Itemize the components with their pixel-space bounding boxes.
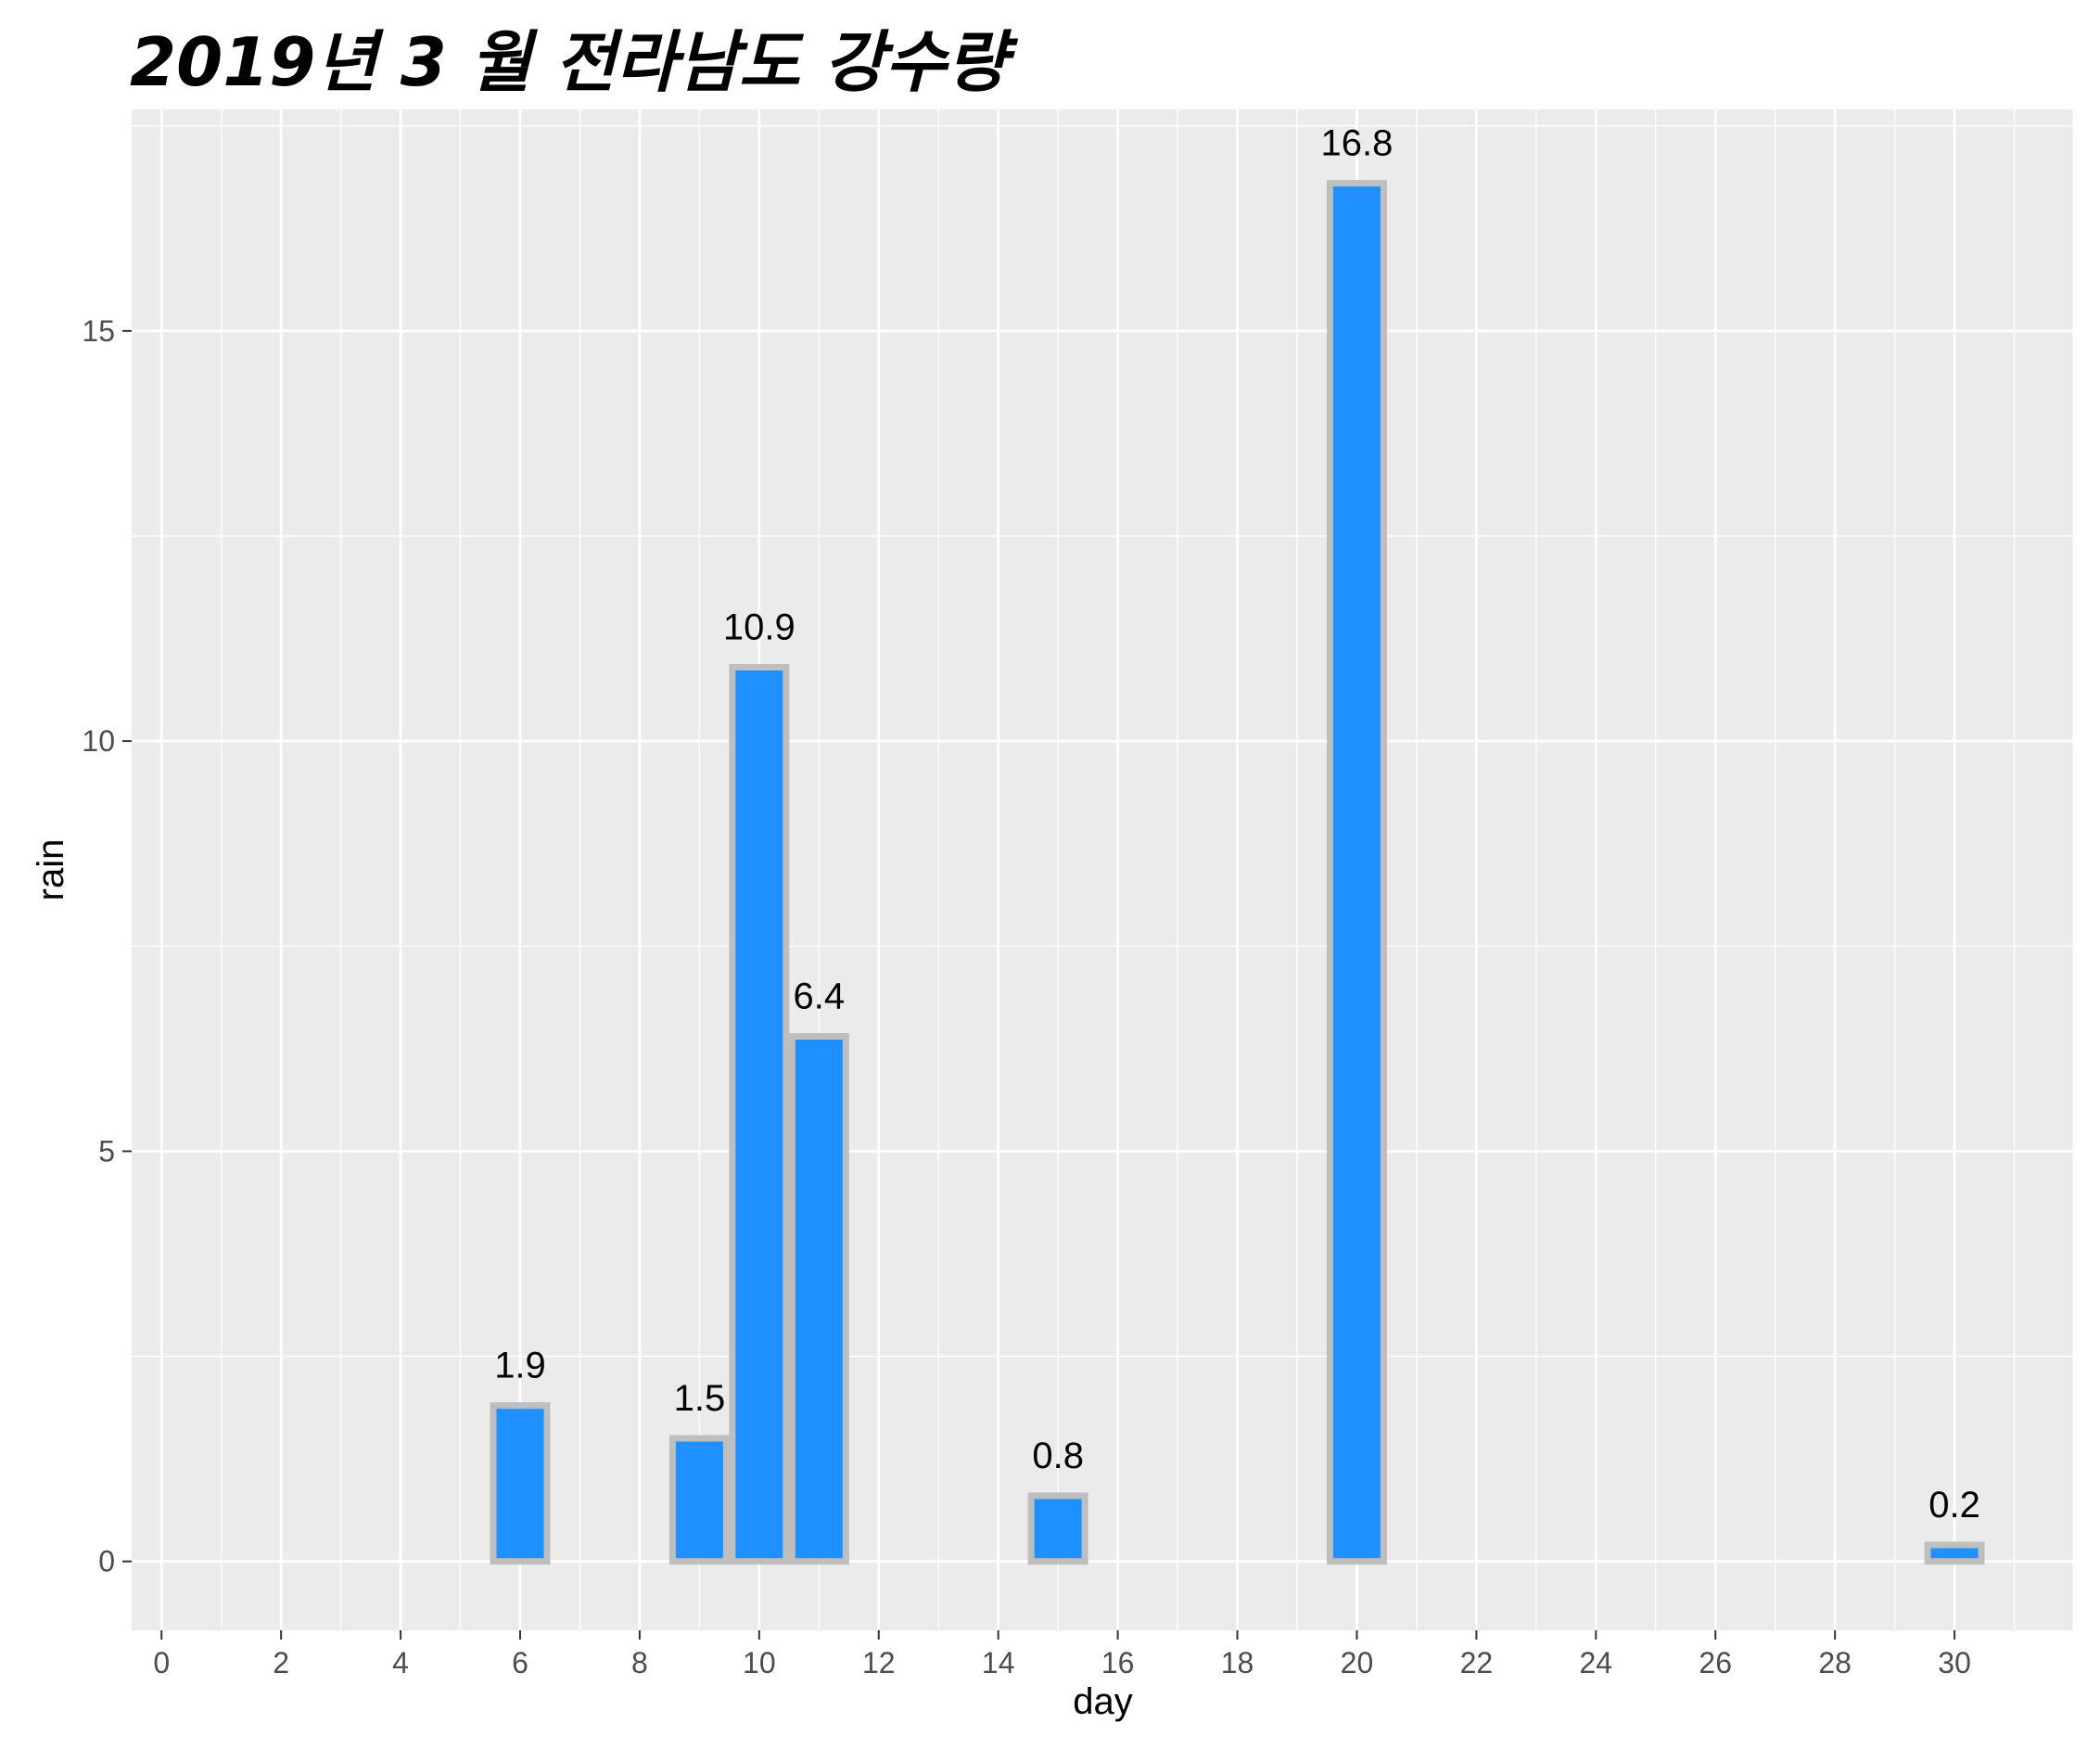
grid-layer xyxy=(132,109,2076,1630)
x-tick-label: 10 xyxy=(743,1646,776,1679)
bar-value-label: 0.2 xyxy=(1928,1485,1980,1526)
x-tick-label: 6 xyxy=(512,1646,528,1679)
bar-value-label: 1.5 xyxy=(674,1378,726,1419)
bar-labels-layer: 1.9 1.5 10.9 6.4 0.8 16.8 0.2 xyxy=(494,123,1980,1526)
x-tick-label: 28 xyxy=(1818,1646,1852,1679)
y-tick-label: 10 xyxy=(82,724,115,758)
bar-value-label: 0.8 xyxy=(1032,1436,1084,1476)
bar xyxy=(1924,1541,1985,1565)
y-tick-label: 5 xyxy=(98,1134,115,1168)
x-tick-label: 24 xyxy=(1580,1646,1613,1679)
y-axis-title: rain xyxy=(31,839,71,901)
x-tick-label: 20 xyxy=(1341,1646,1374,1679)
x-tick-label: 12 xyxy=(862,1646,896,1679)
x-tick-label: 2 xyxy=(273,1646,289,1679)
x-tick-label: 30 xyxy=(1938,1646,1971,1679)
bar-value-label: 6.4 xyxy=(794,977,846,1017)
x-tick-label: 26 xyxy=(1699,1646,1732,1679)
bar xyxy=(668,1435,730,1565)
x-axis-title: day xyxy=(1073,1681,1133,1722)
x-tick-label: 22 xyxy=(1460,1646,1494,1679)
plot-panel xyxy=(132,109,2074,1630)
x-tick-label: 8 xyxy=(631,1646,648,1679)
x-axis: 0 2 4 6 8 10 12 14 16 18 20 22 24 26 28 30 xyxy=(153,1630,1971,1679)
y-tick-label: 15 xyxy=(82,314,115,348)
bar xyxy=(1027,1492,1088,1565)
x-tick-label: 16 xyxy=(1101,1646,1135,1679)
x-tick-label: 4 xyxy=(392,1646,409,1679)
y-axis: 0 5 10 15 xyxy=(82,314,132,1578)
bar-value-label: 16.8 xyxy=(1321,123,1394,164)
x-tick-label: 18 xyxy=(1221,1646,1254,1679)
bar xyxy=(729,664,790,1565)
bar xyxy=(490,1402,551,1565)
bar xyxy=(1326,180,1387,1565)
chart-title: 2019년 3 월 전라남도 강수량 xyxy=(130,23,1008,101)
y-tick-label: 0 xyxy=(98,1545,115,1578)
x-tick-label: 0 xyxy=(153,1646,170,1679)
bar-value-label: 10.9 xyxy=(723,607,795,648)
bars-layer xyxy=(490,180,1985,1565)
bar-value-label: 1.9 xyxy=(494,1346,546,1386)
x-tick-label: 14 xyxy=(982,1646,1015,1679)
bar xyxy=(788,1033,849,1565)
